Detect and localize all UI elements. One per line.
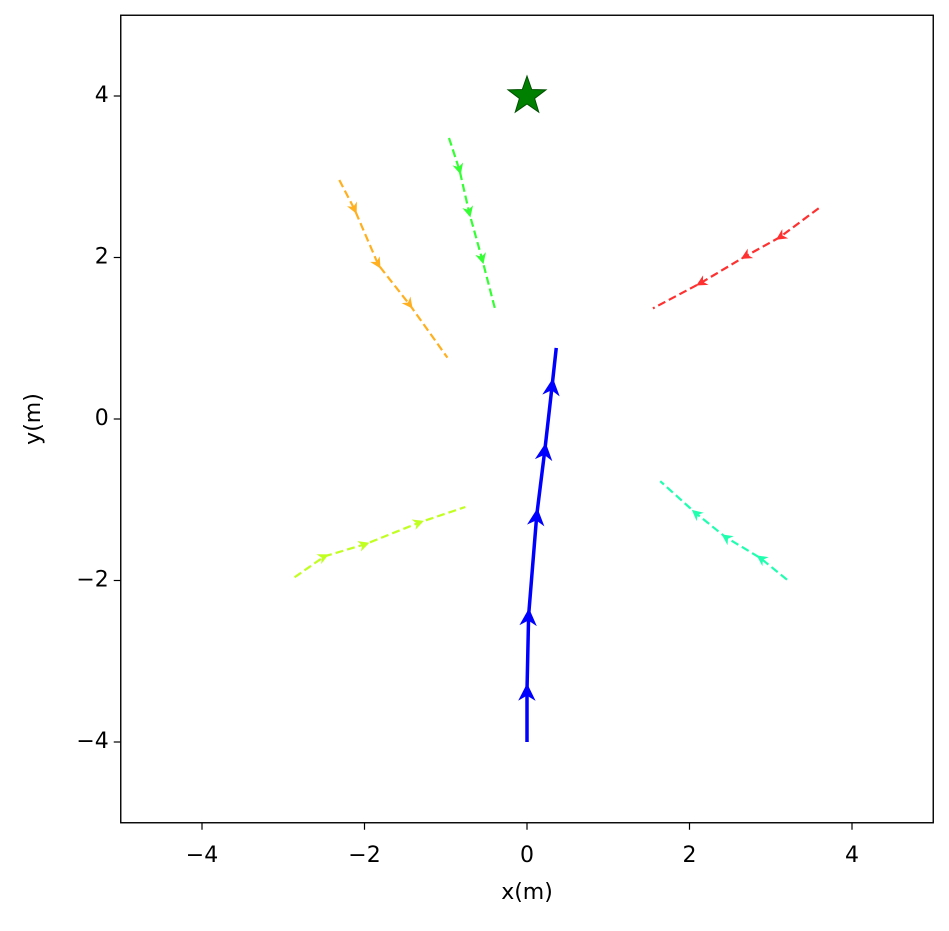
trajectory (447, 137, 497, 311)
y-tick-label: −4 (76, 729, 108, 754)
y-tick-label: 2 (95, 245, 109, 270)
trajectory (518, 347, 560, 742)
trajectory (659, 480, 788, 581)
trajectory (294, 505, 466, 579)
y-tick-label: 0 (95, 406, 109, 431)
x-tick-label: −2 (348, 843, 380, 868)
trajectory (338, 179, 449, 359)
x-tick-label: 2 (683, 843, 697, 868)
y-tick-label: 4 (95, 83, 109, 108)
x-tick-label: −4 (186, 843, 218, 868)
y-tick-label: −2 (76, 568, 108, 593)
trajectory (652, 207, 820, 310)
x-tick-label: 0 (520, 843, 534, 868)
y-axis-label: y(m) (21, 393, 46, 445)
x-tick-label: 4 (845, 843, 859, 868)
x-axis-label: x(m) (501, 880, 553, 905)
goal-marker (506, 74, 548, 114)
plot-frame (120, 14, 934, 824)
